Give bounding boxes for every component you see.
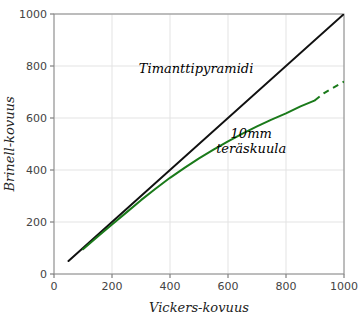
tick-label-y: 800: [26, 60, 47, 73]
tick-x: [286, 274, 287, 278]
plot-frame: [54, 14, 344, 274]
tick-label-x: 1000: [330, 280, 358, 293]
grid-line-y: [54, 170, 344, 171]
tick-y: [50, 222, 54, 223]
tick-x: [344, 274, 345, 278]
annotation-line: teräskuula: [216, 141, 286, 156]
series-group: [69, 14, 345, 261]
annotation: 10mmteräskuula: [216, 126, 286, 156]
tick-label-y: 1000: [19, 8, 47, 21]
tick-label-x: 400: [160, 280, 181, 293]
series-line: [83, 100, 315, 249]
tick-y: [50, 14, 54, 15]
tick-label-y: 200: [26, 216, 47, 229]
tick-x: [228, 274, 229, 278]
grid-line-y: [54, 222, 344, 223]
tick-y: [50, 66, 54, 67]
x-axis-title: Vickers-kovuus: [149, 300, 249, 315]
grid-line-x: [112, 14, 113, 274]
series-line: [315, 82, 344, 101]
chart: 0 200 400 600 800 1000 0 200 400 600 800 1000 Timant…: [0, 0, 360, 320]
tick-y: [50, 274, 54, 275]
annotation-line: 10mm: [231, 126, 272, 141]
tick-x: [54, 274, 55, 278]
series-line: [69, 14, 345, 261]
grid-line-y: [54, 118, 344, 119]
tick-y: [50, 118, 54, 119]
tick-label-y: 400: [26, 164, 47, 177]
tick-label-y: 600: [26, 112, 47, 125]
tick-x: [112, 274, 113, 278]
tick-x: [170, 274, 171, 278]
tick-label-x: 200: [102, 280, 123, 293]
tick-label-x: 0: [51, 280, 58, 293]
annotation-line: Timanttipyramidi: [139, 61, 253, 76]
tick-label-y: 0: [40, 268, 47, 281]
tick-y: [50, 170, 54, 171]
y-axis-title: Brinell-kovuus: [2, 96, 17, 192]
tick-label-x: 600: [218, 280, 239, 293]
grid-line-x: [170, 14, 171, 274]
annotation: Timanttipyramidi: [139, 61, 253, 76]
grid: [54, 14, 344, 274]
plot-area: [54, 14, 344, 274]
tick-label-x: 800: [276, 280, 297, 293]
